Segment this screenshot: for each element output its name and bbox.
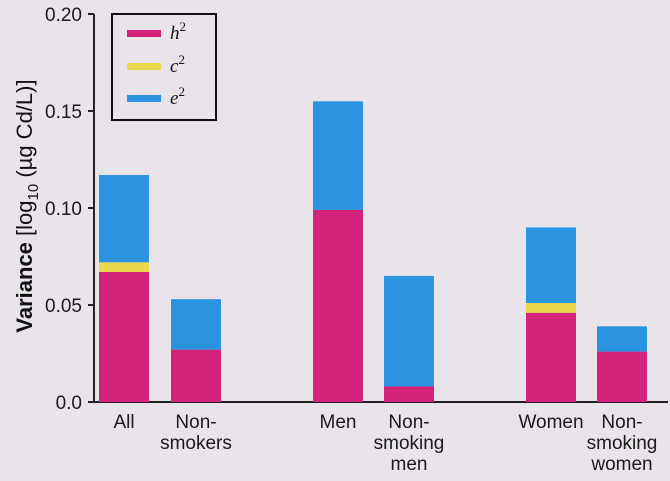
legend-swatch-h xyxy=(127,30,161,37)
legend-label-e: e2 xyxy=(170,84,185,109)
y-tick-label: 0.20 xyxy=(45,5,82,26)
x-tick-label: Women xyxy=(518,412,583,433)
y-tick-label: 0.15 xyxy=(45,102,82,123)
x-tick-label: Non-smokers xyxy=(160,412,232,454)
bar-segment-c xyxy=(99,262,149,273)
x-tick-label: All xyxy=(113,412,134,433)
y-tick-label: 0.05 xyxy=(45,296,82,317)
bar-segment-e xyxy=(384,275,434,387)
bar-segment-h xyxy=(313,209,363,402)
bar-segment-h xyxy=(526,312,576,402)
y-axis-label: Variance [log10 (µg Cd/L)] xyxy=(12,79,42,332)
bar-segment-h xyxy=(99,272,149,402)
bar-segment-e xyxy=(526,227,576,304)
bar-segment-e xyxy=(597,326,647,352)
y-ticks: 0.0 0.05 0.10 0.15 0.20 xyxy=(45,5,94,414)
bar-segment-c xyxy=(526,303,576,313)
bar-segment-h xyxy=(171,349,221,402)
x-tick-label: Men xyxy=(320,412,357,433)
bars xyxy=(99,101,647,402)
x-tick-labels: All Non-smokers Men Non-smoking men Women Non-… xyxy=(113,412,657,475)
legend-box xyxy=(111,13,217,121)
bar-segment-e xyxy=(99,175,149,263)
legend-swatch-e xyxy=(127,95,161,102)
bar-segment-h xyxy=(597,351,647,402)
x-tick-label: Non-smoking women xyxy=(587,412,658,475)
y-tick-label: 0.0 xyxy=(56,393,82,414)
y-tick-label: 0.10 xyxy=(45,199,82,220)
legend-swatch-c xyxy=(127,63,161,70)
bar-segment-e xyxy=(313,101,363,210)
x-tick-label: Non-smoking men xyxy=(374,412,445,475)
legend: h2 c2 e2 xyxy=(111,13,217,121)
bar-segment-e xyxy=(171,299,221,350)
bar-segment-h xyxy=(384,386,434,402)
legend-label-c: c2 xyxy=(170,52,185,77)
legend-label-h: h2 xyxy=(170,19,186,44)
